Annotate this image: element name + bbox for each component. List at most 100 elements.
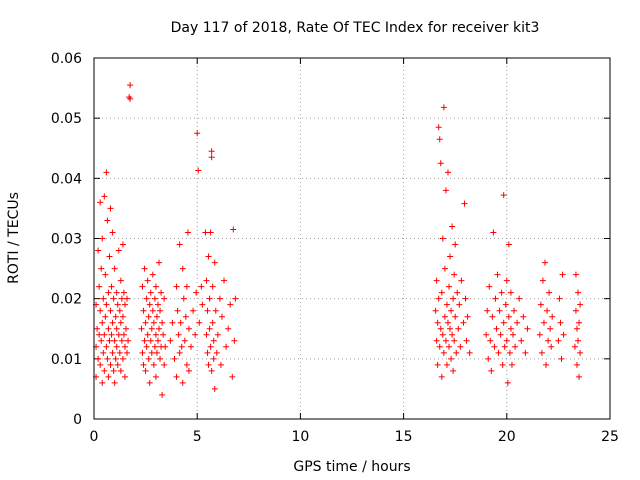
data-point [442, 337, 449, 344]
data-point [494, 271, 501, 278]
data-point [446, 283, 453, 290]
data-point [138, 325, 145, 332]
data-point [152, 283, 159, 290]
data-point [181, 337, 188, 344]
data-point [140, 361, 147, 368]
data-point [178, 343, 185, 350]
data-point [437, 160, 444, 167]
data-point [101, 193, 108, 200]
data-point [491, 343, 498, 350]
data-point [446, 343, 453, 350]
data-point [545, 337, 552, 344]
data-point [105, 325, 112, 332]
data-point [95, 247, 102, 254]
data-point [141, 337, 148, 344]
data-point [117, 367, 124, 374]
x-tick-label: 25 [601, 429, 619, 445]
data-point [524, 325, 531, 332]
data-point [188, 343, 195, 350]
data-point [116, 349, 123, 356]
data-point [573, 361, 580, 368]
data-point [146, 301, 153, 308]
data-point [460, 319, 467, 326]
data-point [536, 331, 543, 338]
data-point [512, 343, 519, 350]
data-point [204, 349, 211, 356]
data-point [112, 355, 119, 362]
data-point [203, 277, 210, 284]
data-point [205, 361, 212, 368]
data-point [173, 373, 180, 380]
data-point [204, 307, 211, 314]
data-point [509, 331, 516, 338]
data-point [157, 355, 164, 362]
chart-title: Day 117 of 2018, Rate Of TEC Index for r… [171, 20, 540, 36]
data-point [451, 337, 458, 344]
data-point [230, 226, 237, 233]
data-point [185, 367, 192, 374]
data-point [556, 295, 563, 302]
data-point [544, 307, 551, 314]
data-point [148, 325, 155, 332]
data-point [555, 337, 562, 344]
data-point [495, 349, 502, 356]
data-point [110, 295, 117, 302]
data-point [508, 361, 515, 368]
data-point [457, 343, 464, 350]
data-point [196, 319, 203, 326]
data-point [121, 373, 128, 380]
data-point [142, 367, 149, 374]
data-point [206, 325, 213, 332]
data-point [159, 391, 166, 398]
x-tick-label: 10 [291, 429, 309, 445]
data-point [450, 367, 457, 374]
data-point [176, 349, 183, 356]
data-point [112, 313, 119, 320]
data-point [520, 313, 527, 320]
data-point [452, 313, 459, 320]
data-point [209, 283, 216, 290]
data-point [516, 295, 523, 302]
data-point [154, 337, 161, 344]
data-point [511, 307, 518, 314]
data-point [522, 349, 529, 356]
data-point [101, 331, 108, 338]
data-point [210, 355, 217, 362]
data-point [547, 325, 554, 332]
data-point [99, 319, 106, 326]
data-point [161, 295, 168, 302]
data-point [109, 349, 116, 356]
data-point [447, 253, 454, 260]
data-point [146, 379, 153, 386]
data-point [110, 367, 117, 374]
data-point [216, 295, 223, 302]
data-point [111, 265, 118, 272]
data-point [490, 229, 497, 236]
data-point [102, 313, 109, 320]
data-point [229, 373, 236, 380]
data-point [506, 349, 513, 356]
data-point [169, 319, 176, 326]
x-tick-label: 0 [90, 429, 99, 445]
data-point [104, 355, 111, 362]
data-point [492, 295, 499, 302]
data-point [111, 379, 118, 386]
data-point [455, 325, 462, 332]
data-point [540, 319, 547, 326]
data-point [140, 307, 147, 314]
data-point [116, 307, 123, 314]
data-point [183, 283, 190, 290]
data-point [212, 307, 219, 314]
data-point [108, 331, 115, 338]
data-point [207, 229, 214, 236]
data-point [434, 319, 441, 326]
data-point [106, 337, 113, 344]
data-point [435, 295, 442, 302]
data-point [98, 265, 105, 272]
data-point [575, 337, 582, 344]
data-point [190, 307, 197, 314]
data-point [94, 325, 101, 332]
data-point [99, 235, 106, 242]
data-point [144, 277, 151, 284]
y-tick-label: 0 [73, 412, 82, 428]
